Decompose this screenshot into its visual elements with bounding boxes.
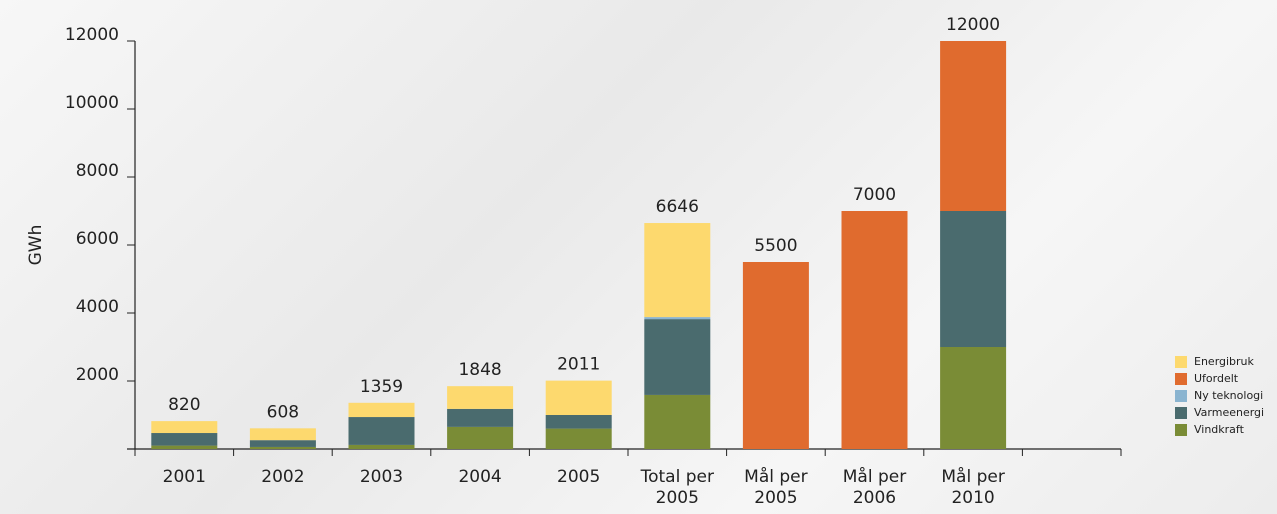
legend-label: Varmeenergi [1194, 406, 1264, 419]
data-label: 820 [168, 395, 200, 415]
bar-segment [151, 433, 218, 446]
bar-segment [545, 415, 612, 429]
data-label: 1848 [458, 360, 501, 380]
data-label: 608 [267, 402, 299, 422]
bar-segment [940, 211, 1007, 347]
legend-swatch [1175, 356, 1187, 368]
bar-segment [644, 319, 711, 395]
legend-swatch [1175, 390, 1187, 402]
legend-label: Energibruk [1194, 355, 1255, 368]
bar-segment [447, 426, 514, 449]
data-label: 5500 [754, 236, 797, 256]
legend-swatch [1175, 424, 1187, 436]
bar-segment [940, 347, 1007, 449]
x-tick-label: Mål per 2005 [744, 467, 808, 508]
y-tick-label: 2000 [76, 365, 119, 385]
bar-segment [742, 262, 809, 449]
x-tick-label: Mål per 2010 [941, 467, 1005, 508]
x-tick-label: 2001 [162, 467, 206, 487]
data-label: 7000 [853, 185, 896, 205]
x-tick-label: 2004 [458, 467, 502, 487]
x-tick-label: 2002 [261, 467, 305, 487]
bar-segment [644, 394, 711, 449]
legend-swatch [1175, 373, 1187, 385]
bar-segment [348, 417, 415, 445]
bar-segment [348, 444, 415, 449]
bar-segment [545, 428, 612, 449]
bar-segment [644, 317, 711, 320]
legend-swatch [1175, 407, 1187, 419]
bar-segment [249, 440, 316, 447]
bar-segment [447, 386, 514, 409]
bar-segment [644, 223, 711, 318]
bar-segment [348, 402, 415, 418]
x-tick-label: Mål per 2006 [842, 467, 907, 508]
y-tick-label: 8000 [76, 161, 119, 181]
data-label: 2011 [557, 355, 600, 375]
y-tick-label: 4000 [76, 297, 119, 317]
bar-segment [545, 380, 612, 415]
data-label: 1359 [360, 377, 403, 397]
x-tick-label: Total per 2005 [640, 467, 714, 508]
y-tick-label: 6000 [76, 229, 119, 249]
x-tick-label: 2005 [557, 467, 601, 487]
y-axis-label: GWh [26, 225, 46, 266]
data-label: 12000 [946, 15, 1000, 35]
bar-segment [249, 428, 316, 441]
bar-segment [940, 41, 1007, 211]
bar-segment [841, 211, 908, 449]
y-tick-label: 10000 [65, 93, 119, 113]
x-tick-label: 2003 [359, 467, 404, 487]
legend-label: Ny teknologi [1194, 389, 1263, 402]
bar-segment [447, 408, 514, 427]
bar-segment [151, 445, 218, 449]
legend-label: Ufordelt [1194, 372, 1239, 385]
data-label: 6646 [656, 197, 699, 217]
legend-label: Vindkraft [1194, 423, 1245, 436]
y-tick-label: 12000 [65, 25, 119, 45]
bar-segment [249, 446, 316, 449]
bar-segment [151, 421, 218, 434]
